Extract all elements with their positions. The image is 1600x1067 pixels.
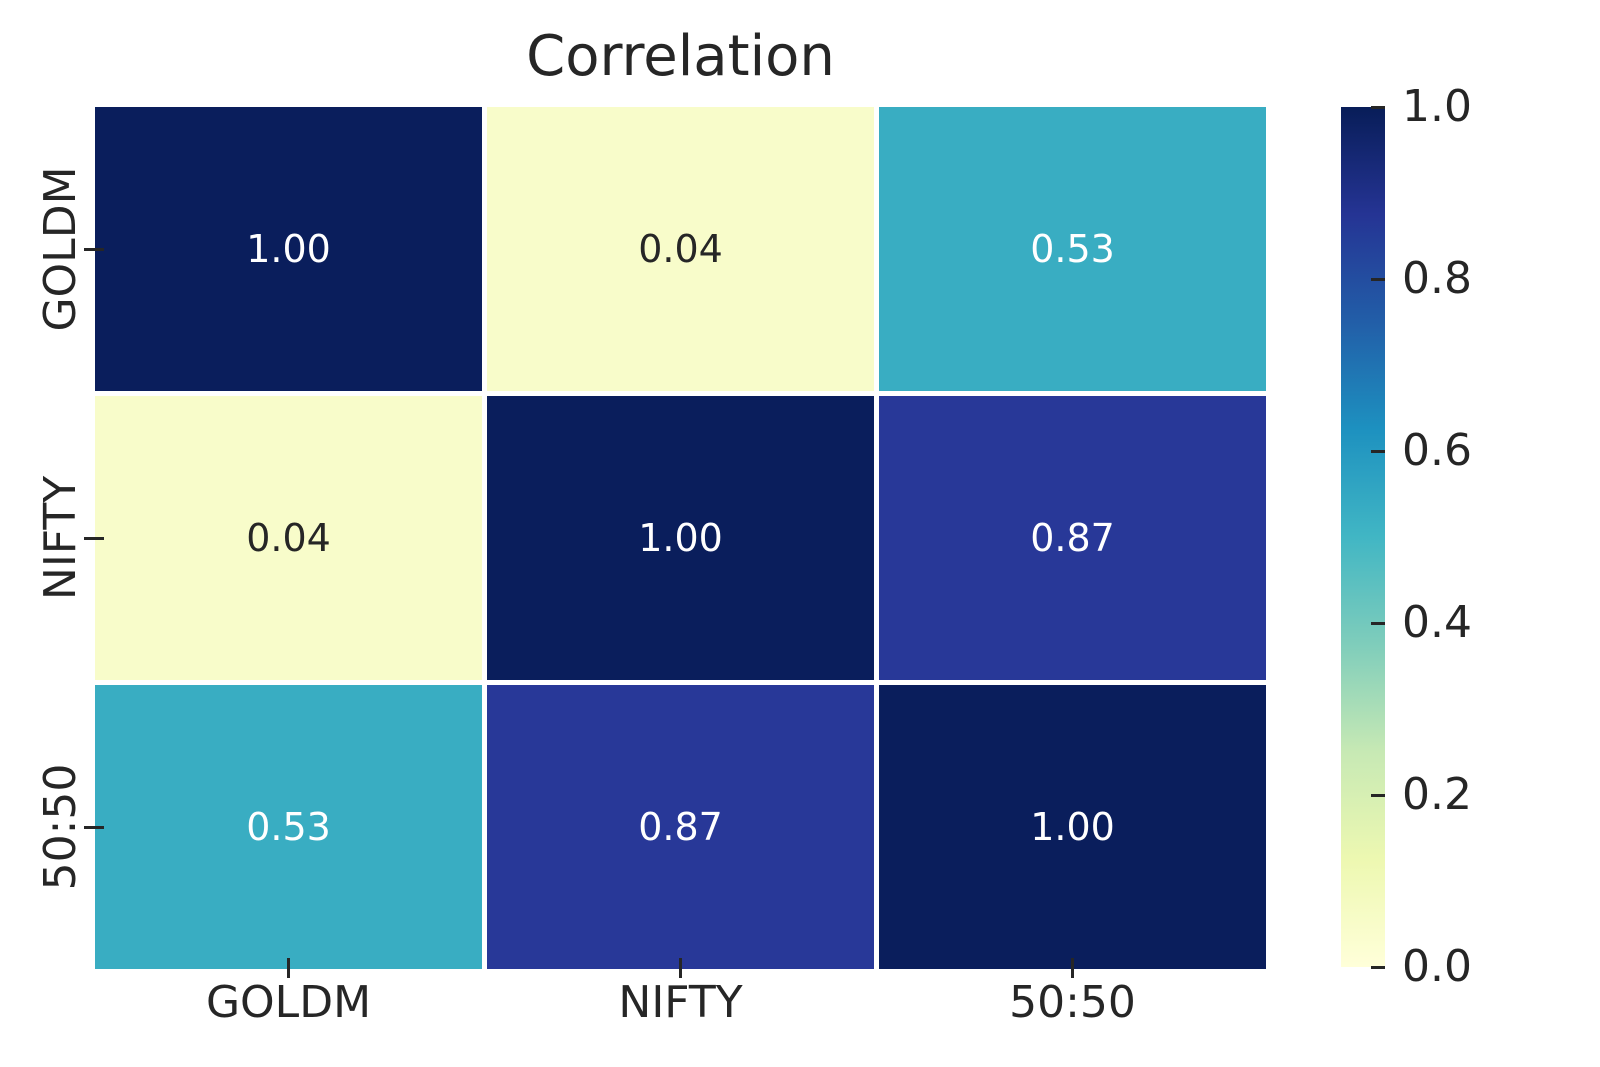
heatmap-cell: 1.00: [95, 107, 482, 391]
x-tick-label: GOLDM: [205, 977, 372, 1028]
cell-value-label: 1.00: [638, 516, 723, 560]
colorbar-tick: [1371, 965, 1385, 969]
x-axis-tick: [679, 958, 682, 978]
y-axis-tick: [84, 536, 104, 540]
y-tick-label: NIFTY: [35, 475, 86, 601]
heatmap-cell: 0.87: [879, 396, 1266, 680]
chart-title: Correlation: [526, 24, 835, 89]
colorbar-tick-label: 1.0: [1402, 81, 1472, 132]
cell-value-label: 0.53: [246, 805, 331, 849]
heatmap-cell: 0.87: [487, 685, 874, 969]
colorbar-tick-label: 0.0: [1402, 941, 1472, 992]
heatmap-cell: 1.00: [879, 685, 1266, 969]
colorbar-tick: [1371, 449, 1385, 453]
colorbar-tick: [1371, 793, 1385, 797]
colorbar: [1341, 107, 1385, 967]
cell-value-label: 1.00: [1030, 805, 1115, 849]
colorbar-tick: [1371, 105, 1385, 109]
x-axis-tick: [287, 958, 290, 978]
cell-value-label: 0.87: [1030, 516, 1115, 560]
colorbar-tick-label: 0.8: [1402, 253, 1472, 304]
colorbar-tick-label: 0.2: [1402, 769, 1472, 820]
heatmap-cell: 0.04: [95, 396, 482, 680]
x-tick-label: 50:50: [1009, 977, 1136, 1028]
x-tick-label: NIFTY: [618, 977, 743, 1028]
y-axis-tick: [84, 825, 104, 829]
colorbar-tick-label: 0.6: [1402, 425, 1472, 476]
y-tick-label: GOLDM: [35, 166, 86, 332]
x-axis-tick: [1071, 958, 1074, 978]
colorbar-tick: [1371, 621, 1385, 625]
y-tick-label: 50:50: [35, 763, 86, 891]
cell-value-label: 0.04: [246, 516, 331, 560]
colorbar-tick-label: 0.4: [1402, 597, 1472, 648]
cell-value-label: 0.53: [1030, 227, 1115, 271]
colorbar-tick: [1371, 277, 1385, 281]
y-axis-tick: [84, 247, 104, 251]
cell-value-label: 0.87: [638, 805, 723, 849]
cell-value-label: 1.00: [246, 227, 331, 271]
heatmap-grid: 1.00 0.04 0.53 0.04 1.00 0.87 0.53 0.87 1.00: [95, 107, 1266, 969]
heatmap-cell: 0.53: [879, 107, 1266, 391]
heatmap-cell: 0.53: [95, 685, 482, 969]
cell-value-label: 0.04: [638, 227, 723, 271]
heatmap-cell: 1.00: [487, 396, 874, 680]
heatmap-cell: 0.04: [487, 107, 874, 391]
